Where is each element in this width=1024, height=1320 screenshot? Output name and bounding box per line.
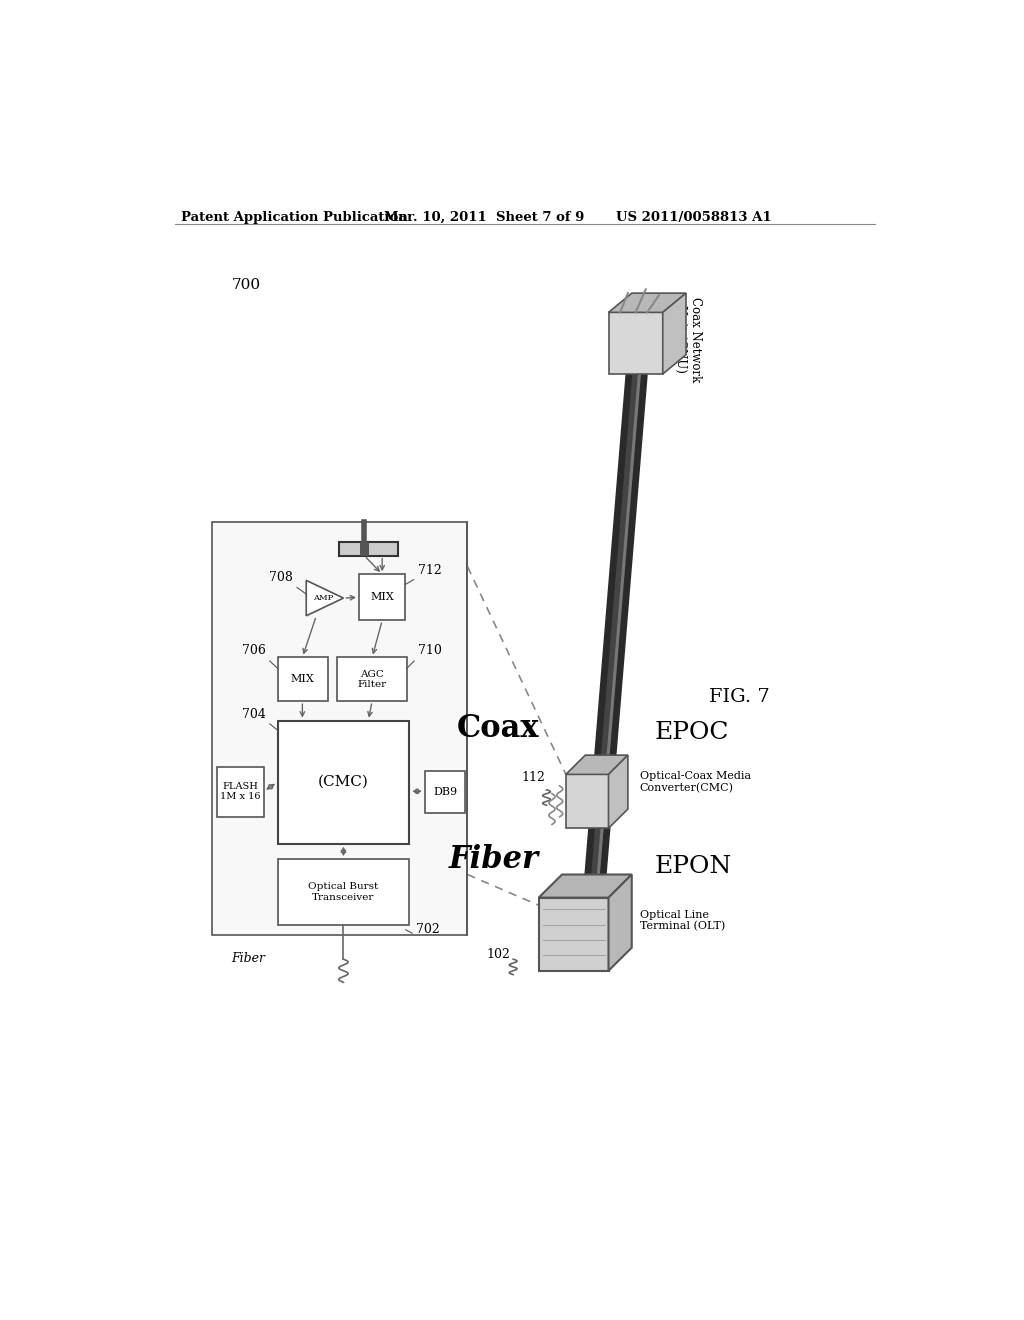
Text: Optical Burst
Transceiver: Optical Burst Transceiver	[308, 882, 379, 902]
FancyBboxPatch shape	[278, 721, 410, 843]
Text: US 2011/0058813 A1: US 2011/0058813 A1	[616, 211, 772, 224]
Text: 706: 706	[242, 644, 266, 657]
Polygon shape	[608, 293, 686, 313]
FancyBboxPatch shape	[278, 859, 410, 924]
Text: 710: 710	[418, 644, 441, 657]
FancyBboxPatch shape	[359, 574, 406, 620]
Polygon shape	[566, 755, 628, 775]
Text: MIX: MIX	[291, 675, 314, 684]
Text: Optical-Coax Media
Converter(CMC): Optical-Coax Media Converter(CMC)	[640, 771, 751, 793]
Polygon shape	[306, 581, 343, 615]
Text: Mar. 10, 2011  Sheet 7 of 9: Mar. 10, 2011 Sheet 7 of 9	[384, 211, 584, 224]
Polygon shape	[608, 875, 632, 970]
Text: DB9: DB9	[433, 787, 457, 797]
Text: Coax: Coax	[457, 713, 539, 743]
FancyBboxPatch shape	[425, 771, 465, 813]
Polygon shape	[608, 755, 628, 829]
Text: Coax Network
Unit (CNU): Coax Network Unit (CNU)	[675, 297, 702, 381]
Text: EPON: EPON	[655, 855, 732, 878]
Text: Fiber: Fiber	[231, 952, 265, 965]
Text: 702: 702	[417, 923, 440, 936]
Text: Fiber: Fiber	[449, 843, 539, 875]
Text: AMP: AMP	[313, 594, 334, 602]
FancyBboxPatch shape	[359, 543, 369, 556]
Polygon shape	[663, 293, 686, 374]
Polygon shape	[539, 875, 632, 898]
Polygon shape	[539, 898, 608, 970]
Text: FLASH
1M x 16: FLASH 1M x 16	[220, 781, 261, 801]
Text: 700: 700	[231, 277, 261, 292]
FancyBboxPatch shape	[339, 543, 397, 556]
Text: EPOC: EPOC	[655, 721, 729, 743]
Text: MIX: MIX	[371, 593, 394, 602]
Text: AGC
Filter: AGC Filter	[357, 669, 387, 689]
Text: 704: 704	[242, 708, 266, 721]
FancyBboxPatch shape	[212, 521, 467, 935]
FancyBboxPatch shape	[217, 767, 263, 817]
Polygon shape	[566, 775, 608, 829]
FancyBboxPatch shape	[278, 657, 328, 701]
Text: 102: 102	[486, 948, 510, 961]
Text: 112: 112	[521, 771, 546, 784]
FancyBboxPatch shape	[337, 657, 407, 701]
Text: 708: 708	[269, 572, 293, 585]
Polygon shape	[608, 313, 663, 374]
Text: FIG. 7: FIG. 7	[710, 689, 770, 706]
Text: Patent Application Publication: Patent Application Publication	[180, 211, 408, 224]
Text: 712: 712	[418, 564, 441, 577]
Text: Optical Line
Terminal (OLT): Optical Line Terminal (OLT)	[640, 909, 725, 932]
Text: (CMC): (CMC)	[318, 775, 369, 789]
